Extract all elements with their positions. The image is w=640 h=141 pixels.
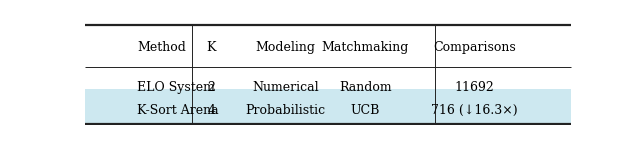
Text: 11692: 11692 (454, 81, 494, 94)
Text: ELO System: ELO System (137, 81, 215, 94)
Text: Method: Method (137, 41, 186, 54)
Text: 4: 4 (207, 104, 216, 117)
Text: Matchmaking: Matchmaking (321, 41, 409, 54)
Bar (85, 89, 571, 124)
Text: Probabilistic: Probabilistic (246, 104, 326, 117)
Text: UCB: UCB (351, 104, 380, 117)
Text: K: K (207, 41, 216, 54)
Text: Numerical: Numerical (253, 81, 319, 94)
Text: Modeling: Modeling (256, 41, 316, 54)
Text: Comparisons: Comparisons (433, 41, 516, 54)
Text: 2: 2 (207, 81, 216, 94)
Text: 716 (↓16.3×): 716 (↓16.3×) (431, 104, 518, 117)
Text: Random: Random (339, 81, 392, 94)
Text: K-Sort Arena: K-Sort Arena (137, 104, 219, 117)
